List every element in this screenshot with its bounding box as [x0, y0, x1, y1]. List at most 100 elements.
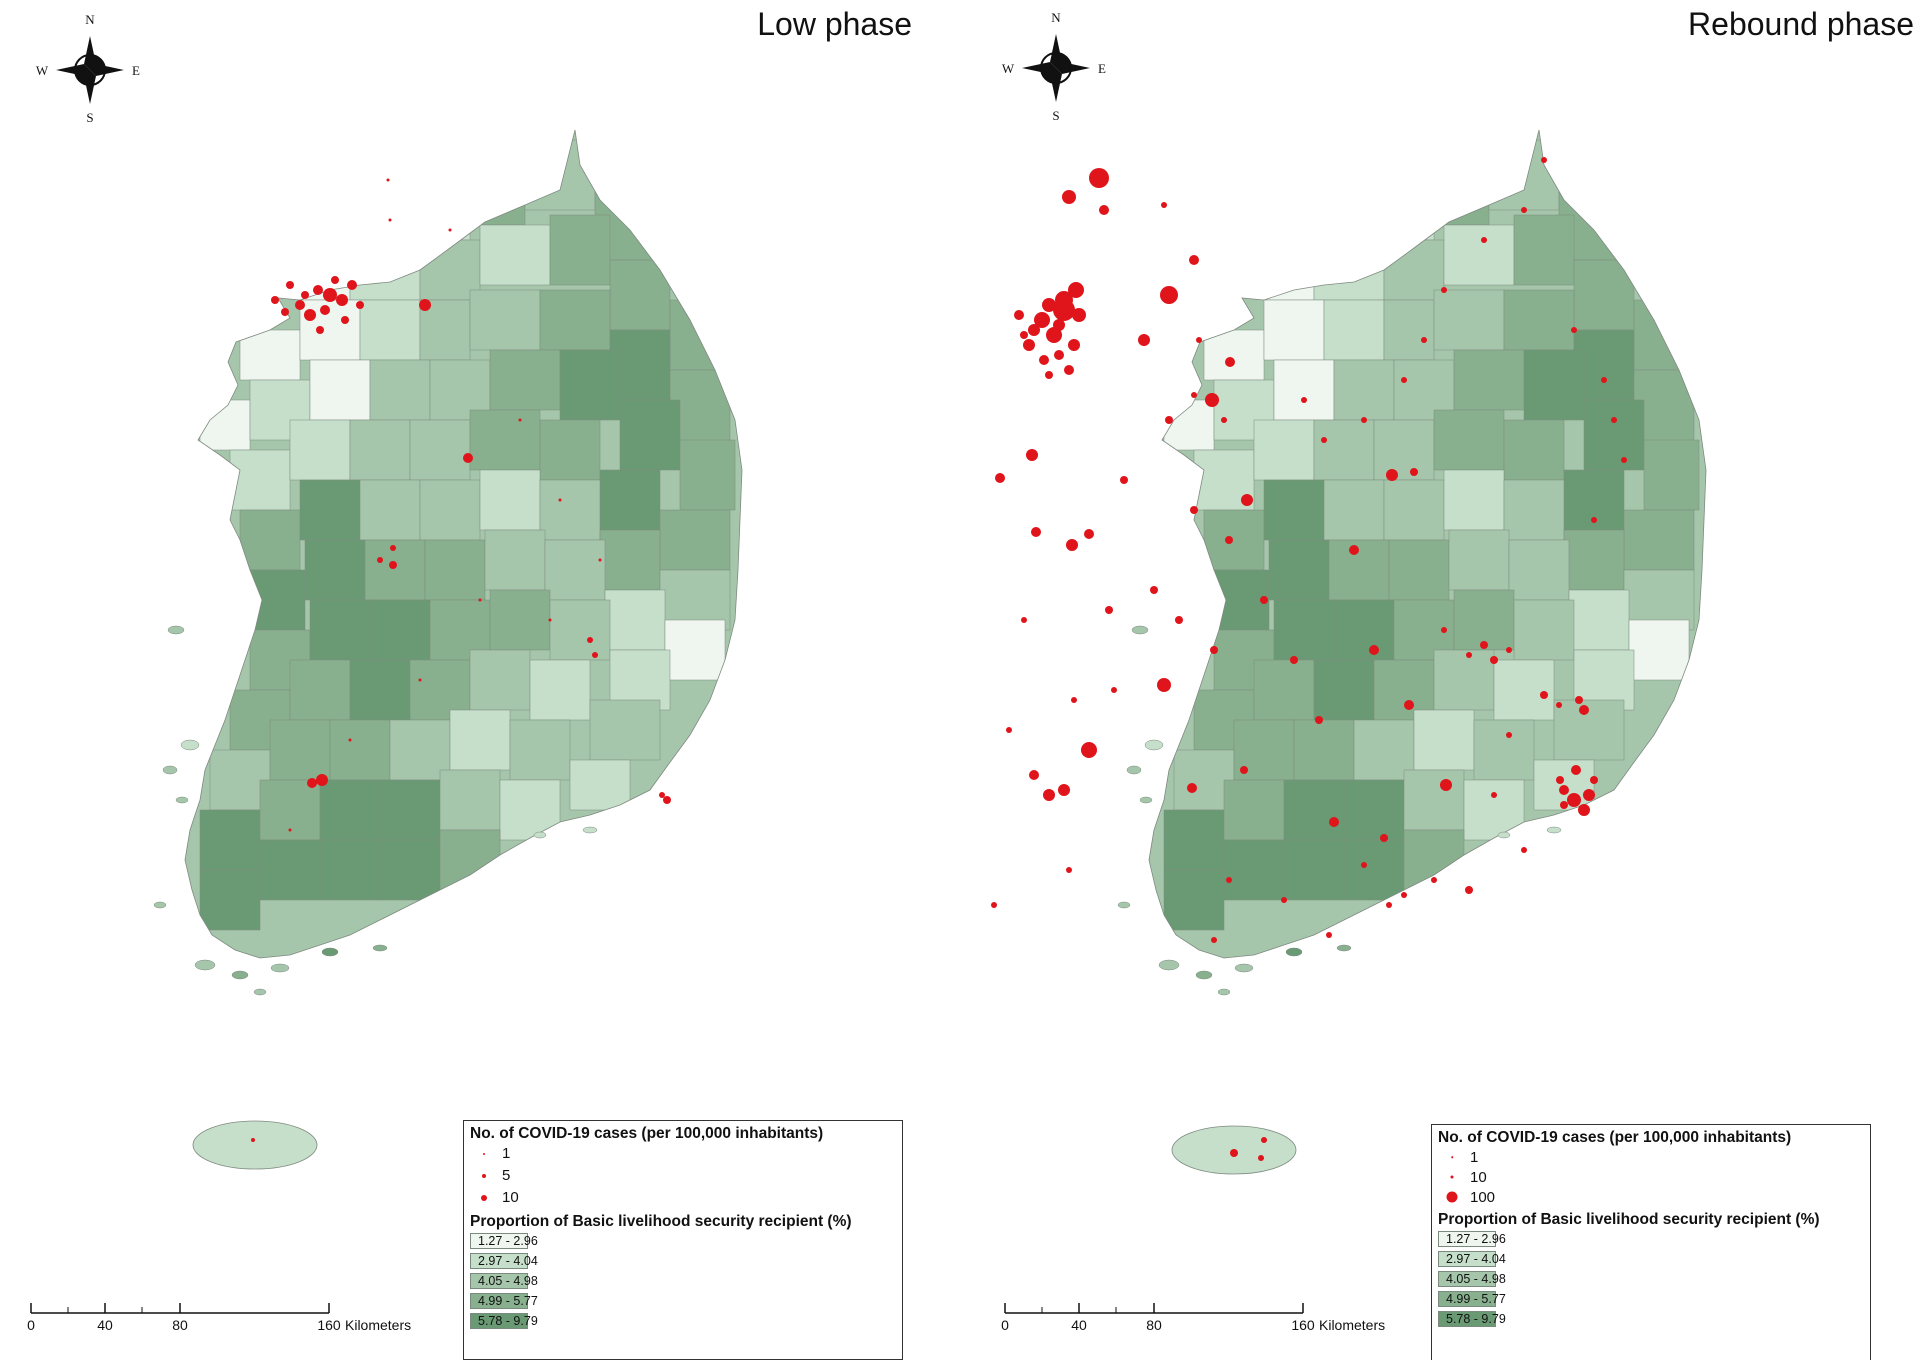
- district-region: [309, 599, 371, 661]
- case-dot: [1321, 437, 1327, 443]
- legend-case-row: 100: [1438, 1187, 1864, 1207]
- coastal-island: [153, 901, 167, 909]
- case-dot: [1590, 776, 1598, 784]
- district-region: [439, 829, 501, 891]
- compass-south-label: S: [86, 110, 93, 125]
- district-region: [1403, 769, 1465, 831]
- coastal-island: [231, 970, 249, 980]
- korea-landmass: [153, 129, 743, 996]
- district-region: [1523, 349, 1585, 421]
- compass-west-label: W: [1002, 61, 1015, 76]
- case-dot-icon: [483, 1153, 485, 1155]
- case-dot: [991, 902, 997, 908]
- case-dot: [1053, 299, 1075, 321]
- legend-proportion-title: Proportion of Basic livelihood security …: [1438, 1211, 1820, 1228]
- scale-unit-label: Kilometers: [1319, 1317, 1386, 1333]
- district-region: [559, 349, 621, 421]
- district-region: [289, 419, 351, 481]
- district-region: [549, 214, 611, 286]
- district-region: [1573, 259, 1635, 331]
- district-region: [664, 619, 726, 681]
- district-region: [349, 419, 411, 481]
- district-region: [1273, 599, 1335, 661]
- district-region: [1413, 709, 1475, 771]
- district-region: [1263, 199, 1325, 261]
- case-dot: [1579, 705, 1589, 715]
- district-cells: [1163, 139, 1700, 931]
- case-dot: [295, 300, 305, 310]
- coastal-island: [167, 625, 185, 635]
- north-arrow-compass-icon: [1022, 34, 1090, 102]
- district-region: [569, 759, 631, 811]
- district-region: [379, 839, 441, 901]
- case-dot: [1054, 350, 1064, 360]
- district-region: [1388, 539, 1450, 601]
- district-region: [439, 769, 501, 831]
- class-swatch: [1438, 1231, 1496, 1247]
- coastal-island: [194, 959, 216, 971]
- case-dot: [1583, 789, 1595, 801]
- case-dot: [995, 473, 1005, 483]
- case-dot: [1084, 529, 1094, 539]
- district-region: [1453, 349, 1525, 411]
- case-dot: [390, 545, 396, 551]
- district-region: [1268, 539, 1330, 601]
- case-dot: [1301, 397, 1307, 403]
- class-swatch: [1438, 1291, 1496, 1307]
- case-dot: [1556, 776, 1564, 784]
- case-dot: [1541, 157, 1547, 163]
- district-region: [1563, 529, 1625, 591]
- case-dot: [1440, 779, 1452, 791]
- case-dot: [1026, 449, 1038, 461]
- case-dot: [301, 291, 309, 299]
- case-dot: [1081, 742, 1097, 758]
- case-dot: [1189, 255, 1199, 265]
- case-dot: [323, 288, 337, 302]
- district-region: [1163, 809, 1225, 871]
- district-region: [659, 509, 731, 571]
- case-dot: [1611, 417, 1617, 423]
- case-dot: [1361, 862, 1367, 868]
- district-region: [469, 649, 531, 711]
- case-dot: [1578, 804, 1590, 816]
- district-region: [479, 469, 541, 531]
- jeju-outline: [192, 1120, 318, 1170]
- district-region: [369, 359, 431, 421]
- case-dot: [1221, 417, 1227, 423]
- district-region: [609, 259, 671, 331]
- case-dot: [1160, 286, 1178, 304]
- district-region: [1313, 419, 1375, 481]
- district-region: [1433, 289, 1505, 351]
- legend-class-row: 5.78 - 9.79: [1438, 1310, 1864, 1329]
- case-dot: [1591, 517, 1597, 523]
- case-dot: [1225, 536, 1233, 544]
- case-dot: [1175, 616, 1183, 624]
- case-dot: [548, 618, 552, 622]
- scale-tick-label: 160: [317, 1317, 341, 1333]
- district-region: [419, 299, 471, 361]
- district-region: [1333, 599, 1395, 661]
- coastal-island: [1336, 944, 1352, 952]
- district-region: [359, 189, 421, 241]
- case-dot: [1066, 539, 1078, 551]
- district-region: [539, 419, 601, 481]
- case-dot: [558, 498, 562, 502]
- case-dot: [518, 418, 522, 422]
- case-dot: [1006, 727, 1012, 733]
- district-region: [319, 839, 381, 901]
- case-dot: [1601, 377, 1607, 383]
- district-region: [199, 869, 261, 931]
- district-region: [319, 779, 381, 841]
- district-region: [349, 239, 421, 301]
- legend-case-row: 1: [470, 1143, 896, 1165]
- case-dot: [1105, 606, 1113, 614]
- district-region: [1503, 419, 1565, 481]
- district-region: [549, 599, 611, 661]
- district-region: [1323, 189, 1385, 241]
- district-region: [529, 659, 591, 721]
- district-region: [449, 709, 511, 771]
- district-region: [1343, 779, 1405, 841]
- legend-case-row: 10: [1438, 1167, 1864, 1187]
- district-region: [269, 719, 331, 781]
- district-region: [469, 409, 541, 471]
